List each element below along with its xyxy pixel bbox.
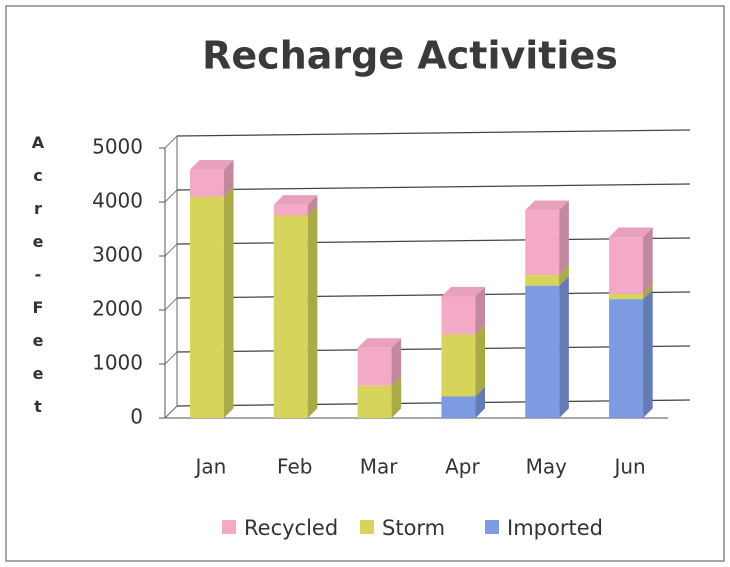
bar-segment — [189, 196, 224, 418]
bar-segment — [525, 285, 560, 418]
y-tick-label: 1000 — [92, 351, 143, 375]
bar-top — [357, 338, 402, 348]
bar-side — [643, 289, 653, 418]
bar-top — [189, 160, 234, 170]
y-tick-label: 5000 — [92, 135, 143, 159]
bar-segment — [273, 204, 308, 216]
bar-top — [525, 200, 569, 211]
bar-side — [391, 338, 402, 386]
bar-side — [223, 187, 234, 418]
bar-segment — [357, 347, 392, 386]
x-tick-label: May — [526, 455, 568, 479]
bar-side — [559, 200, 569, 275]
bar-segment — [441, 296, 476, 335]
x-tick-label: Apr — [445, 455, 480, 479]
grid-line — [176, 291, 691, 299]
legend-label: Imported — [507, 516, 603, 540]
legend-swatch — [222, 520, 236, 534]
bar-side — [559, 276, 569, 418]
bar-side — [643, 284, 653, 300]
grid-line — [164, 351, 178, 365]
grid-line — [164, 405, 178, 419]
bar-top — [273, 195, 318, 205]
grid-line — [176, 129, 691, 137]
bar-segment — [609, 293, 644, 300]
bar-segment — [525, 274, 560, 286]
chart-title: Recharge Activities — [202, 34, 618, 78]
bar-segment — [441, 334, 476, 397]
bar-side — [307, 195, 318, 216]
bar-side — [307, 205, 318, 418]
y-tick-label: 0 — [130, 405, 143, 429]
x-tick-label: Jan — [193, 455, 226, 479]
grid-line — [164, 243, 178, 257]
bar-side — [643, 227, 653, 294]
bar-segment — [441, 396, 476, 418]
frame — [5, 5, 725, 562]
bar-top — [609, 227, 653, 238]
y-tick-label: 4000 — [92, 189, 143, 213]
grid-line — [176, 345, 691, 353]
legend-swatch — [485, 520, 499, 534]
grid-line — [164, 189, 178, 203]
x-tick-label: Jun — [612, 455, 645, 479]
bar-side — [475, 386, 486, 418]
grid-line — [176, 399, 691, 407]
bar-segment — [273, 215, 308, 418]
bar-segment — [189, 169, 224, 197]
x-tick-label: Mar — [360, 455, 399, 479]
y-tick-label: 2000 — [92, 297, 143, 321]
grid-line — [176, 237, 691, 245]
bar-side — [223, 160, 234, 197]
bar-side — [475, 324, 486, 397]
legend-label: Storm — [382, 516, 445, 540]
bar-side — [475, 286, 486, 335]
bar-top — [441, 286, 486, 297]
bar-side — [391, 376, 402, 418]
y-tick-label: 3000 — [92, 243, 143, 267]
grid-line — [164, 135, 178, 149]
x-tick-label: Feb — [277, 455, 312, 479]
bar-segment — [609, 299, 644, 418]
bar-side — [559, 265, 569, 286]
grid-line — [176, 183, 691, 191]
grid-line — [164, 297, 178, 311]
legend-swatch — [360, 520, 374, 534]
bar-segment — [525, 210, 560, 275]
legend-label: Recycled — [244, 516, 338, 540]
bar-segment — [357, 385, 392, 418]
bar-segment — [609, 237, 644, 294]
walls — [164, 136, 178, 419]
